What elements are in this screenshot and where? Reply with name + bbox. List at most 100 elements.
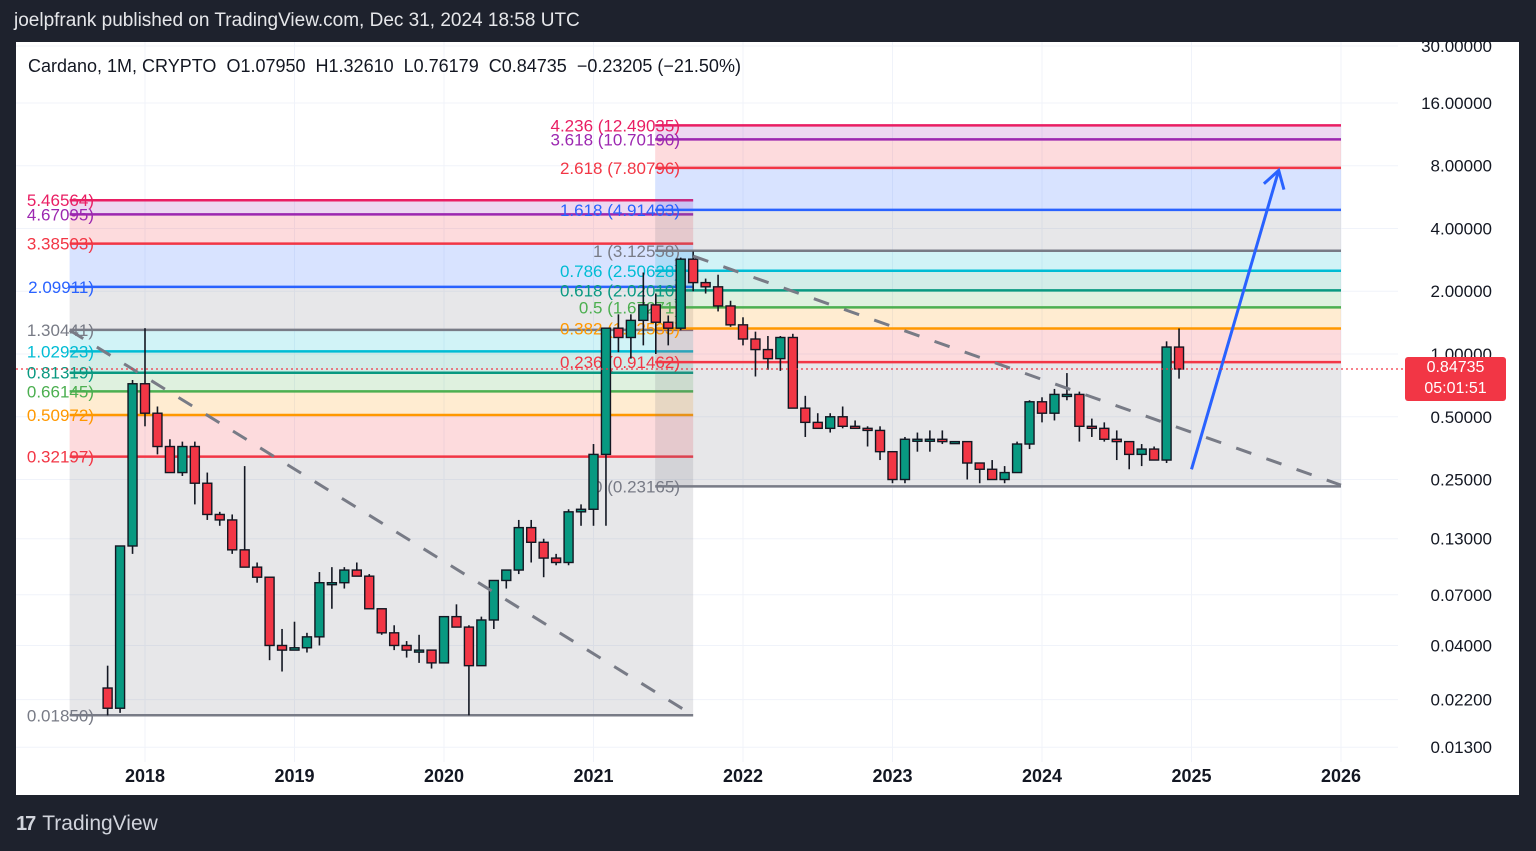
candle[interactable] <box>463 625 475 716</box>
candle[interactable] <box>550 553 562 566</box>
candle[interactable] <box>800 395 811 437</box>
candle[interactable] <box>737 317 749 346</box>
candle[interactable] <box>227 514 238 554</box>
candle[interactable] <box>326 567 338 609</box>
candle[interactable] <box>1036 397 1048 423</box>
time-axis[interactable]: 2018 2019 2020 2021 2022 2023 2024 2025 2026 <box>125 766 1361 786</box>
candle[interactable] <box>214 511 225 526</box>
candle[interactable] <box>986 460 998 481</box>
candle[interactable] <box>376 608 387 635</box>
candle[interactable] <box>1024 400 1035 450</box>
candle[interactable] <box>513 519 524 575</box>
candle[interactable] <box>401 641 412 658</box>
candle[interactable] <box>1111 430 1122 461</box>
candle[interactable] <box>239 466 250 568</box>
candle[interactable] <box>488 579 500 629</box>
candle[interactable] <box>351 562 362 577</box>
candle[interactable] <box>202 472 213 520</box>
candle[interactable] <box>613 314 624 353</box>
candle[interactable] <box>712 274 724 312</box>
candle[interactable] <box>675 257 686 331</box>
candle[interactable] <box>114 545 126 713</box>
candle[interactable] <box>700 278 711 294</box>
candle[interactable] <box>812 413 823 430</box>
candle[interactable] <box>413 634 425 663</box>
candle[interactable] <box>426 649 437 669</box>
price-axis[interactable]: 30.0000016.000008.000004.000002.000001.0… <box>1421 37 1492 757</box>
candle[interactable] <box>650 293 661 354</box>
candle[interactable] <box>314 572 325 646</box>
candle[interactable] <box>102 665 113 716</box>
candle[interactable] <box>874 426 886 461</box>
candle[interactable] <box>787 333 799 409</box>
candle[interactable] <box>750 331 761 377</box>
candle-body <box>251 566 263 578</box>
candle[interactable] <box>388 625 400 651</box>
fib-level-label: 3.618 (10.70190) <box>551 130 681 149</box>
candle[interactable] <box>451 604 462 628</box>
candle[interactable] <box>364 574 375 610</box>
candle[interactable] <box>189 441 201 505</box>
candle[interactable] <box>837 406 848 429</box>
price-tick-label: 30.00000 <box>1421 37 1492 56</box>
candle[interactable] <box>139 328 151 427</box>
candle[interactable] <box>1074 391 1085 442</box>
projection-arrow-line[interactable] <box>1190 169 1281 470</box>
candle[interactable] <box>501 569 512 589</box>
candle[interactable] <box>438 615 450 664</box>
candle[interactable] <box>1173 328 1185 379</box>
candle[interactable] <box>924 430 936 452</box>
candle[interactable] <box>289 621 300 651</box>
candle[interactable] <box>538 538 549 578</box>
candle[interactable] <box>1049 388 1060 421</box>
candle[interactable] <box>152 406 163 455</box>
candle-body <box>513 526 524 571</box>
candle[interactable] <box>687 251 699 292</box>
candle[interactable] <box>1148 446 1160 461</box>
fib-zone <box>655 362 1341 487</box>
candle[interactable] <box>825 413 836 433</box>
candle[interactable] <box>899 436 911 484</box>
candle[interactable] <box>1011 441 1023 474</box>
candle[interactable] <box>563 509 574 566</box>
candle[interactable] <box>600 327 612 526</box>
symbol-label[interactable]: Cardano, 1M, CRYPTO <box>28 56 217 76</box>
candle[interactable] <box>1124 440 1135 470</box>
candle[interactable] <box>949 440 960 445</box>
candle-body <box>737 324 749 340</box>
candle[interactable] <box>276 628 288 672</box>
candle[interactable] <box>625 314 637 359</box>
candle[interactable] <box>912 432 923 452</box>
candle[interactable] <box>762 335 774 370</box>
candle[interactable] <box>962 440 973 480</box>
candle[interactable] <box>725 300 736 327</box>
candle[interactable] <box>588 444 599 526</box>
candle[interactable] <box>177 441 188 476</box>
candle[interactable] <box>775 335 786 371</box>
candle[interactable] <box>339 567 350 589</box>
candle[interactable] <box>1161 341 1172 464</box>
candle[interactable] <box>575 504 587 526</box>
candle[interactable] <box>476 616 487 667</box>
candle[interactable] <box>862 426 873 447</box>
candle[interactable] <box>127 380 138 554</box>
candle[interactable] <box>849 420 861 430</box>
candle[interactable] <box>999 466 1010 484</box>
candle[interactable] <box>974 462 985 484</box>
candle[interactable] <box>1086 418 1098 437</box>
candle[interactable] <box>937 430 948 445</box>
candle[interactable] <box>887 450 898 484</box>
candle[interactable] <box>638 272 649 346</box>
candle[interactable] <box>264 576 275 661</box>
candle[interactable] <box>251 562 263 583</box>
candle[interactable] <box>1099 422 1110 442</box>
candle[interactable] <box>164 439 176 474</box>
candle[interactable] <box>526 519 537 563</box>
dashed-trendline[interactable] <box>68 328 694 717</box>
candle[interactable] <box>663 315 674 346</box>
footer-branding[interactable]: 17 TradingView <box>16 812 158 836</box>
fib-level-label: 0.66145) <box>27 382 94 401</box>
candle[interactable] <box>301 632 313 653</box>
candle[interactable] <box>1136 444 1147 467</box>
